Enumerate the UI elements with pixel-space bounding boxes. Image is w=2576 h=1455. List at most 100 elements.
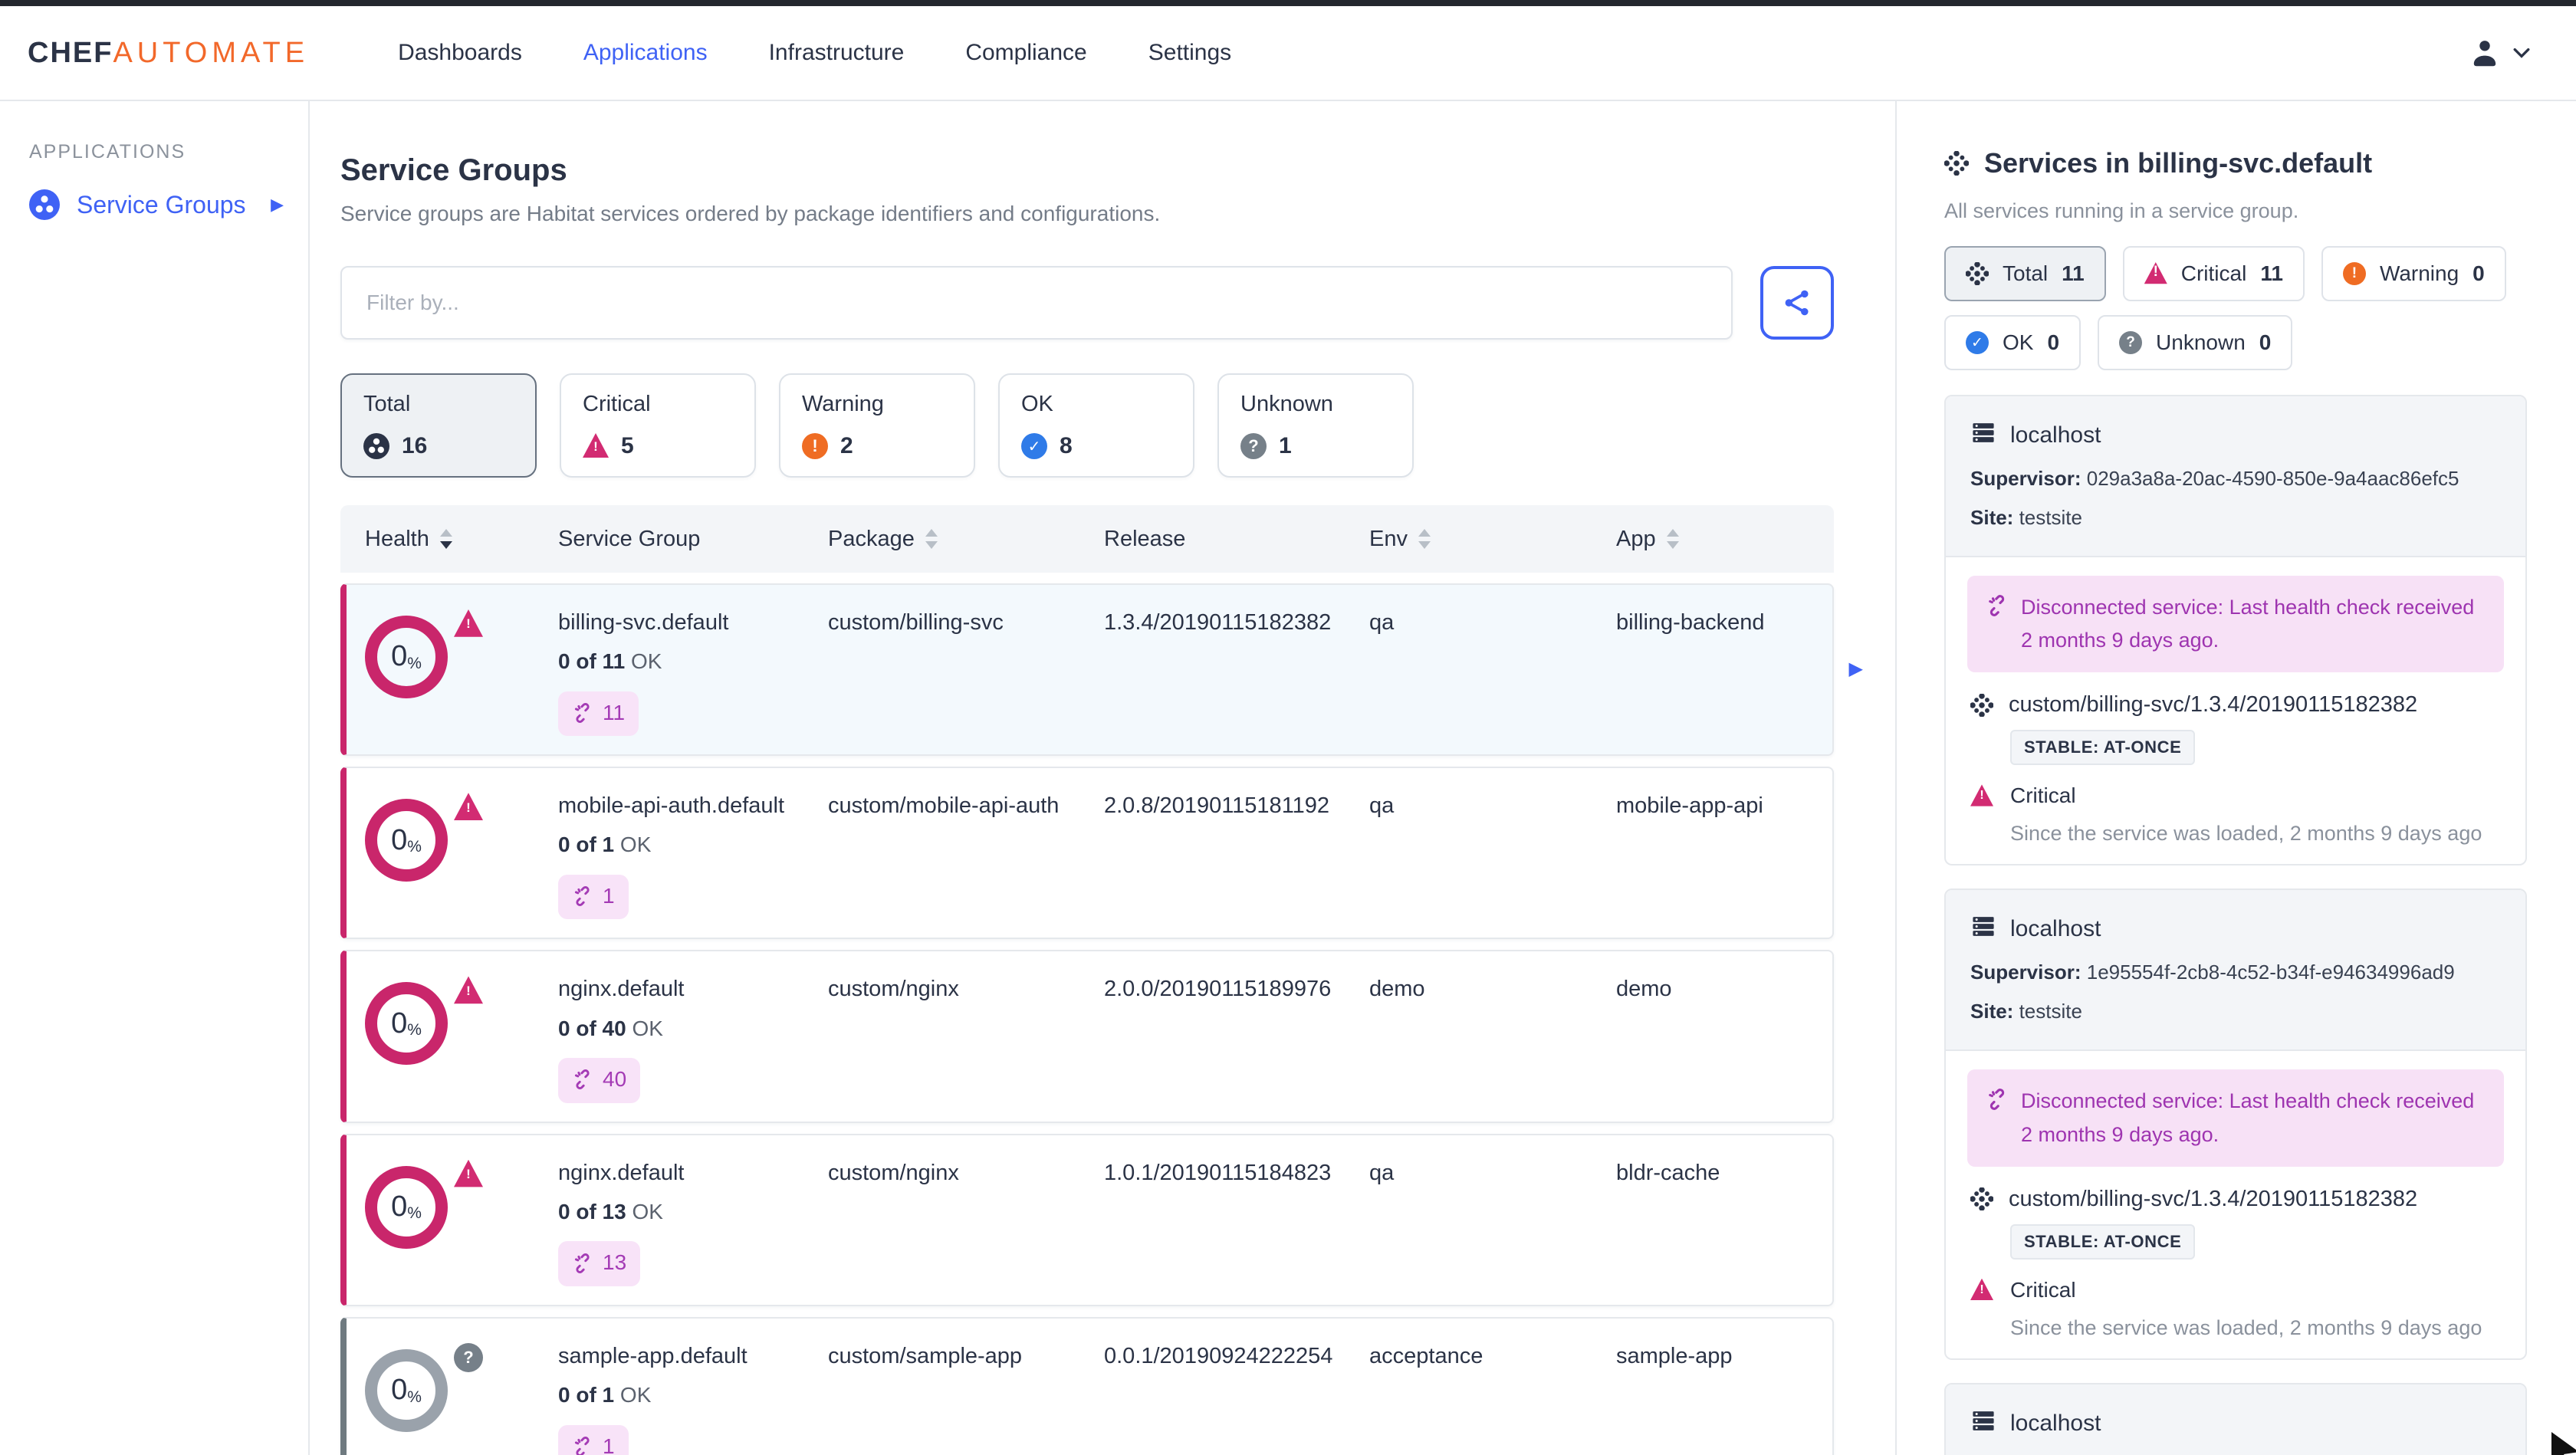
filter-input[interactable] xyxy=(340,266,1733,340)
user-menu[interactable] xyxy=(2467,35,2542,71)
sort-arrows-icon[interactable] xyxy=(1418,529,1431,549)
disconnected-badge[interactable]: 40 xyxy=(558,1058,641,1103)
package-line: custom/billing-svc/1.3.4/20190115182382 xyxy=(1967,692,2504,718)
share-button[interactable] xyxy=(1760,266,1834,340)
status-filter-count: 16 xyxy=(402,433,428,458)
pill-count: 11 xyxy=(2260,261,2283,285)
service-group-name: nginx.default xyxy=(558,1160,685,1185)
service-status-pill[interactable]: Total 11 xyxy=(1944,246,2106,301)
service-groups-icon xyxy=(29,189,60,220)
sidebar-item-label: Service Groups xyxy=(77,190,246,218)
service-group-row[interactable]: 0% sample-app.default 0 of 1 OK 1 xyxy=(340,1316,1834,1455)
site-line: Site: testsite xyxy=(1970,506,2082,529)
health-cell: 0% xyxy=(365,1157,558,1249)
package-identifier: custom/billing-svc/1.3.4/20190115182382 xyxy=(2009,1186,2418,1211)
column-header[interactable]: App xyxy=(1616,527,1834,552)
package-cell: custom/mobile-api-auth xyxy=(828,793,1060,819)
release-cell: 2.0.8/20190115181192 xyxy=(1104,793,1330,819)
status-filter-card[interactable]: Warning 2 xyxy=(779,373,975,478)
server-icon xyxy=(1970,419,1996,452)
health-donut: 0% xyxy=(365,616,448,698)
service-group-row[interactable]: 0% nginx.default 0 of 40 OK 40 xyxy=(340,950,1834,1123)
critical-icon xyxy=(454,609,483,639)
package-icon xyxy=(1970,1187,1993,1211)
package-cell: custom/billing-svc xyxy=(828,610,1004,635)
service-status-pill[interactable]: Unknown 0 xyxy=(2098,315,2293,370)
sort-arrows-icon[interactable] xyxy=(1666,529,1679,549)
health-status-line: Critical xyxy=(1967,783,2504,808)
pill-label: Warning xyxy=(2379,261,2459,285)
nav-item[interactable]: Applications xyxy=(583,40,708,65)
disconnected-badge[interactable]: 13 xyxy=(558,1241,641,1286)
health-status-label: Critical xyxy=(2010,783,2076,808)
service-status-pills: Total 11 Critical 11 Warning 0 xyxy=(1944,246,2527,370)
release-cell: 0.0.1/20190924222254 xyxy=(1104,1343,1333,1368)
sort-arrows-icon[interactable] xyxy=(925,529,938,549)
service-group-row[interactable]: 0% billing-svc.default 0 of 11 OK xyxy=(340,583,1863,757)
nav-item[interactable]: Settings xyxy=(1148,40,1232,65)
row-selected-arrow: ▶ xyxy=(1848,658,1863,679)
channel-badge: STABLE: AT-ONCE xyxy=(2010,1223,2196,1260)
status-filter-card[interactable]: Total 16 xyxy=(340,373,537,478)
filter-row xyxy=(340,266,1834,340)
service-group-row[interactable]: 0% mobile-api-auth.default 0 of 1 OK xyxy=(340,767,1834,940)
nav-item[interactable]: Infrastructure xyxy=(768,40,905,65)
health-percent: 0 xyxy=(391,823,408,856)
app-cell: demo xyxy=(1616,977,1672,1002)
sort-arrows-icon[interactable] xyxy=(439,529,452,549)
disconnected-badge[interactable]: 1 xyxy=(558,874,629,920)
app-cell: billing-backend xyxy=(1616,610,1765,635)
broken-link-icon xyxy=(574,1069,590,1090)
status-filter-count: 2 xyxy=(840,433,853,458)
sidebar-section-label: APPLICATIONS xyxy=(29,141,186,163)
column-header[interactable]: Env xyxy=(1369,527,1616,552)
service-status-pill[interactable]: Warning 0 xyxy=(2321,246,2506,301)
nav-item[interactable]: Dashboards xyxy=(398,40,522,65)
service-status-pill[interactable]: Critical 11 xyxy=(2122,246,2305,301)
brand-automate: AUTOMATE xyxy=(113,36,310,69)
package-cell: custom/nginx xyxy=(828,977,959,1002)
host-name: localhost xyxy=(2010,422,2101,448)
nav-item[interactable]: Compliance xyxy=(965,40,1087,65)
chevron-down-icon[interactable] xyxy=(2513,47,2530,59)
host-name: localhost xyxy=(2010,1410,2101,1436)
brand-logo[interactable]: CHEF AUTOMATE xyxy=(28,37,309,70)
ok-count: 0 of 11 OK xyxy=(558,649,662,674)
service-cards: localhost Supervisor: 029a3a8a-20ac-4590… xyxy=(1944,395,2527,1455)
service-card-header: localhost Supervisor: 2fb65869-de1b-4341… xyxy=(1946,1384,2525,1455)
package-line: custom/billing-svc/1.3.4/20190115182382 xyxy=(1967,1187,2504,1212)
panel-subtitle: All services running in a service group. xyxy=(1944,199,2299,222)
pill-label: OK xyxy=(2003,330,2034,354)
release-cell: 1.0.1/20190115184823 xyxy=(1104,1160,1332,1185)
column-header[interactable]: Release xyxy=(1104,527,1369,552)
disconnected-badge[interactable]: 1 xyxy=(558,1424,629,1455)
health-percent: 0 xyxy=(391,1007,408,1040)
column-header[interactable]: Service Group xyxy=(558,527,828,552)
status-filter-label: Unknown xyxy=(1240,392,1333,416)
sidebar: APPLICATIONS Service Groups ▶ xyxy=(0,101,310,1455)
status-filter-card[interactable]: OK 8 xyxy=(998,373,1194,478)
column-label: Health xyxy=(365,526,429,551)
env-cell: qa xyxy=(1369,793,1395,819)
column-label: Service Group xyxy=(558,526,701,551)
health-percent: 0 xyxy=(391,640,408,673)
expand-arrow-icon: ▶ xyxy=(271,195,284,214)
user-icon[interactable] xyxy=(2467,35,2502,71)
status-filter-label: OK xyxy=(1021,392,1053,416)
service-group-row[interactable]: 0% nginx.default 0 of 13 OK 13 xyxy=(340,1133,1834,1306)
sidebar-item-service-groups[interactable]: Service Groups ▶ xyxy=(0,189,308,220)
health-percent: 0 xyxy=(391,1374,408,1407)
table-header: Health Service Group Package xyxy=(340,505,1834,573)
column-header[interactable]: Health xyxy=(365,527,558,552)
status-filter-card[interactable]: Critical 5 xyxy=(560,373,756,478)
disconnected-badge[interactable]: 11 xyxy=(558,691,639,737)
column-header[interactable]: Package xyxy=(828,527,1104,552)
service-card: localhost Supervisor: 2fb65869-de1b-4341… xyxy=(1944,1382,2527,1455)
critical-icon xyxy=(1970,784,1993,807)
pill-count: 0 xyxy=(2472,261,2485,285)
broken-link-icon xyxy=(574,1253,590,1273)
status-filter-card[interactable]: Unknown 1 xyxy=(1217,373,1414,478)
service-status-pill[interactable]: OK 0 xyxy=(1944,315,2082,370)
service-group-name: billing-svc.default xyxy=(558,610,729,635)
ok-count: 0 of 40 OK xyxy=(558,1016,663,1040)
